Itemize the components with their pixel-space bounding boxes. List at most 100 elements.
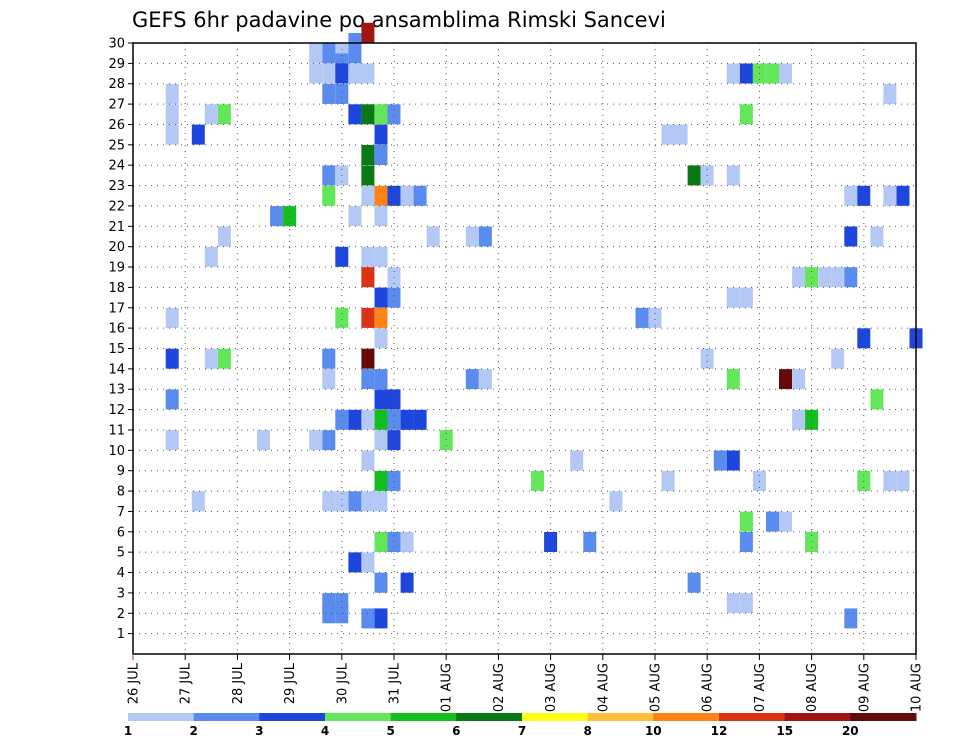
heatmap-cell — [257, 430, 270, 451]
x-tick-label: 27 JUL — [179, 662, 194, 704]
heatmap-cell — [857, 328, 871, 349]
heatmap-cell — [844, 226, 858, 247]
x-tick-label: 31 JUL — [388, 662, 403, 704]
y-tick-label: 25 — [108, 138, 125, 153]
heatmap-cell — [400, 572, 414, 593]
heatmap-cell — [309, 430, 323, 451]
colorbar-label: 1 — [124, 724, 132, 738]
heatmap-cell — [818, 267, 832, 288]
x-axis-ticks: 26 JUL 27 JUL 28 JUL 29 JUL 30 JUL 31 JUL 01 A… — [127, 654, 925, 712]
heatmap-cell — [478, 369, 492, 390]
heatmap-cell — [426, 226, 440, 247]
heatmap-cell — [739, 287, 753, 308]
heatmap-cell — [204, 348, 218, 369]
heatmap-cell — [374, 246, 388, 267]
heatmap-cell — [322, 491, 336, 512]
heatmap-cell — [361, 348, 375, 369]
heatmap-cell — [570, 450, 584, 471]
colorbar-segment — [456, 713, 523, 721]
heatmap-cell — [726, 369, 740, 390]
heatmap-cell — [726, 287, 740, 308]
colorbar-segment — [193, 713, 260, 721]
grid-lines — [133, 43, 916, 654]
heatmap-cell — [400, 532, 414, 552]
heatmap-cell — [165, 430, 179, 451]
heatmap-cell — [348, 409, 362, 430]
y-tick-label: 16 — [108, 322, 125, 337]
y-tick-label: 22 — [108, 199, 125, 214]
heatmap-cell — [309, 43, 323, 64]
heatmap-cell — [361, 145, 375, 165]
heatmap-cell — [739, 63, 753, 84]
heatmap-cell — [348, 491, 362, 512]
y-tick-label: 23 — [108, 179, 125, 194]
heatmap-cell — [478, 226, 492, 247]
x-tick-label: 29 JUL — [283, 662, 298, 704]
colorbar-label: 4 — [321, 724, 329, 738]
y-tick-label: 1 — [117, 627, 125, 642]
heatmap-cell — [374, 491, 388, 512]
heatmap-cell — [400, 185, 414, 206]
heatmap-cell — [805, 409, 819, 430]
heatmap-cell — [387, 470, 401, 491]
heatmap-cell — [361, 165, 375, 186]
colorbar-label: 7 — [518, 724, 526, 738]
heatmap-cell — [322, 348, 336, 369]
heatmap-cell — [687, 165, 701, 186]
x-tick-label: 03 AUG — [544, 663, 559, 712]
heatmap-cell — [413, 409, 427, 430]
colorbar-segment — [325, 713, 392, 721]
heatmap-cell — [361, 307, 375, 328]
y-tick-label: 21 — [108, 220, 125, 235]
heatmap-cell — [361, 409, 375, 430]
y-tick-label: 30 — [108, 37, 125, 52]
heatmap-cell — [335, 491, 349, 512]
heatmap-cell — [361, 246, 375, 267]
heatmap-cell — [374, 369, 388, 390]
heatmap-cell — [779, 63, 792, 84]
heatmap-cell — [322, 63, 336, 84]
colorbar-label: 3 — [255, 724, 263, 738]
x-tick-label: 04 AUG — [596, 663, 611, 712]
heatmap-cell — [348, 63, 362, 84]
heatmap-cell — [361, 369, 375, 390]
x-tick-label: 02 AUG — [492, 663, 507, 712]
colorbar-label: 10 — [645, 724, 662, 738]
heatmap-cell — [779, 369, 792, 390]
heatmap-cell — [674, 124, 688, 145]
y-tick-label: 29 — [108, 57, 125, 72]
heatmap-cell — [792, 267, 806, 288]
y-tick-label: 26 — [108, 118, 125, 133]
heatmap-cell — [322, 369, 336, 390]
heatmap-cell — [374, 328, 388, 349]
y-tick-label: 7 — [117, 505, 125, 520]
heatmap-cell — [726, 450, 740, 471]
heatmap-cell — [204, 246, 218, 267]
y-tick-label: 4 — [117, 566, 125, 581]
heatmap-cells — [165, 22, 923, 629]
x-tick-label: 05 AUG — [649, 663, 664, 712]
heatmap-cell — [465, 226, 479, 247]
y-tick-label: 18 — [108, 281, 125, 296]
heatmap-cell — [322, 603, 336, 624]
y-tick-label: 15 — [108, 342, 125, 357]
y-tick-label: 10 — [108, 444, 125, 459]
heatmap-cell — [883, 83, 897, 104]
heatmap-cell — [361, 104, 375, 125]
heatmap-cell — [165, 124, 179, 145]
heatmap-cell — [700, 348, 714, 369]
heatmap-cell — [374, 430, 388, 451]
heatmap-cell — [661, 124, 675, 145]
y-tick-label: 6 — [117, 525, 125, 540]
heatmap-cell — [648, 307, 662, 328]
colorbar-label: 2 — [190, 724, 198, 738]
heatmap-cell — [635, 307, 649, 328]
colorbar-segment — [850, 713, 917, 721]
y-tick-label: 3 — [117, 586, 125, 601]
colorbar-segment — [128, 713, 195, 721]
x-tick-label: 28 JUL — [231, 662, 246, 704]
heatmap-cell — [387, 104, 401, 125]
heatmap-cell — [322, 165, 336, 186]
y-tick-label: 11 — [108, 423, 125, 438]
